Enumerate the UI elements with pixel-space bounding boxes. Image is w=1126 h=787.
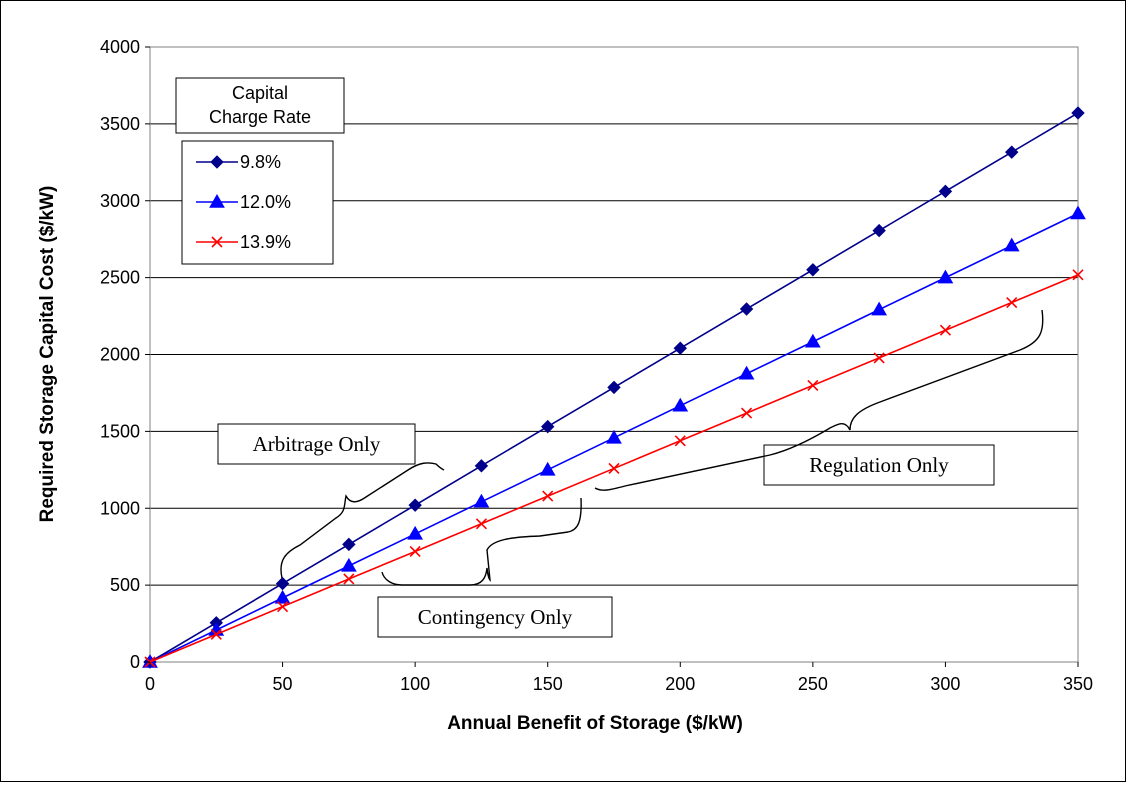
legend-marker [211, 236, 223, 248]
y-tick-label: 2500 [100, 268, 140, 288]
data-point [408, 498, 422, 512]
data-point [542, 490, 554, 502]
data-point [1071, 106, 1085, 120]
arbitrage-annotation-label: Arbitrage Only [253, 432, 381, 456]
data-point [475, 518, 487, 530]
y-tick-label: 4000 [100, 37, 140, 57]
data-point [673, 341, 687, 355]
annotations: Arbitrage Only Contingency Only Regulation… [217, 309, 1044, 638]
arbitrage-brace [280, 462, 445, 579]
regulation-brace [594, 309, 1044, 491]
data-point [672, 397, 689, 412]
data-point [210, 628, 222, 640]
y-tick-label: 1000 [100, 498, 140, 518]
legend-marker [210, 155, 224, 169]
x-tick-label: 300 [930, 674, 960, 694]
x-tick-label: 0 [145, 674, 155, 694]
data-point [340, 557, 357, 572]
data-point [937, 269, 954, 284]
data-point [473, 493, 490, 508]
series-1 [142, 205, 1086, 668]
data-point [938, 184, 953, 199]
x-tick-label: 150 [533, 674, 563, 694]
y-tick-label: 0 [130, 652, 140, 672]
series [142, 106, 1086, 669]
data-point [343, 573, 355, 585]
x-tick-label: 100 [400, 674, 430, 694]
data-point [606, 429, 622, 444]
data-point [806, 263, 820, 277]
x-tick-label: 250 [798, 674, 828, 694]
data-point [738, 365, 755, 380]
data-point [608, 462, 620, 474]
y-tick-label: 3000 [100, 191, 140, 211]
x-tick-label: 200 [665, 674, 695, 694]
y-tick-label: 3500 [100, 114, 140, 134]
x-tick-label: 350 [1063, 674, 1093, 694]
data-point [342, 537, 356, 552]
data-point [474, 459, 489, 473]
regulation-annotation-box [763, 444, 995, 486]
data-point [409, 545, 421, 558]
legend-title: Capital [232, 83, 288, 103]
data-point [939, 324, 951, 336]
legend-label: 12.0% [240, 192, 291, 212]
data-point [739, 302, 754, 316]
data-point [541, 419, 555, 434]
legend: Capital Charge Rate 9.8% 12.0% 13.9% [175, 77, 345, 265]
legend-label: 9.8% [240, 152, 281, 172]
data-point [872, 223, 886, 238]
legend-label: 13.9% [240, 232, 291, 252]
regulation-annotation-label: Regulation Only [809, 453, 949, 477]
data-point [1006, 296, 1018, 309]
data-point [1005, 145, 1019, 159]
tick-labels: 0 500 1000 1500 2000 2500 3000 3500 4000 0 50 100 15… [100, 37, 1093, 694]
contingency-annotation-label: Contingency Only [418, 605, 573, 629]
data-point [871, 301, 888, 316]
legend-marker [209, 193, 225, 208]
data-point [539, 461, 556, 476]
data-point [607, 380, 621, 395]
y-tick-label: 2000 [100, 345, 140, 365]
arbitrage-annotation-box [217, 423, 416, 465]
data-point [1070, 205, 1086, 220]
data-point [741, 407, 753, 419]
data-point [1072, 269, 1084, 281]
data-point [804, 333, 821, 348]
data-point [873, 352, 885, 364]
y-axis-label: Required Storage Capital Cost ($/kW) [37, 186, 58, 523]
data-point [277, 601, 289, 613]
data-point [407, 525, 424, 540]
data-point [1003, 237, 1020, 252]
y-tick-label: 500 [110, 575, 140, 595]
contingency-brace [381, 497, 582, 586]
contingency-annotation-box [377, 596, 613, 638]
series-0 [143, 106, 1085, 669]
y-tick-label: 1500 [100, 421, 140, 441]
legend-title-box [175, 77, 345, 134]
data-point [674, 435, 686, 447]
data-point [807, 379, 819, 391]
data-point [275, 576, 290, 591]
legend-title: Charge Rate [209, 107, 311, 127]
data-point [274, 589, 291, 604]
series-2 [144, 269, 1084, 668]
x-tick-label: 50 [273, 674, 293, 694]
x-axis-label: Annual Benefit of Storage ($/kW) [447, 713, 743, 734]
